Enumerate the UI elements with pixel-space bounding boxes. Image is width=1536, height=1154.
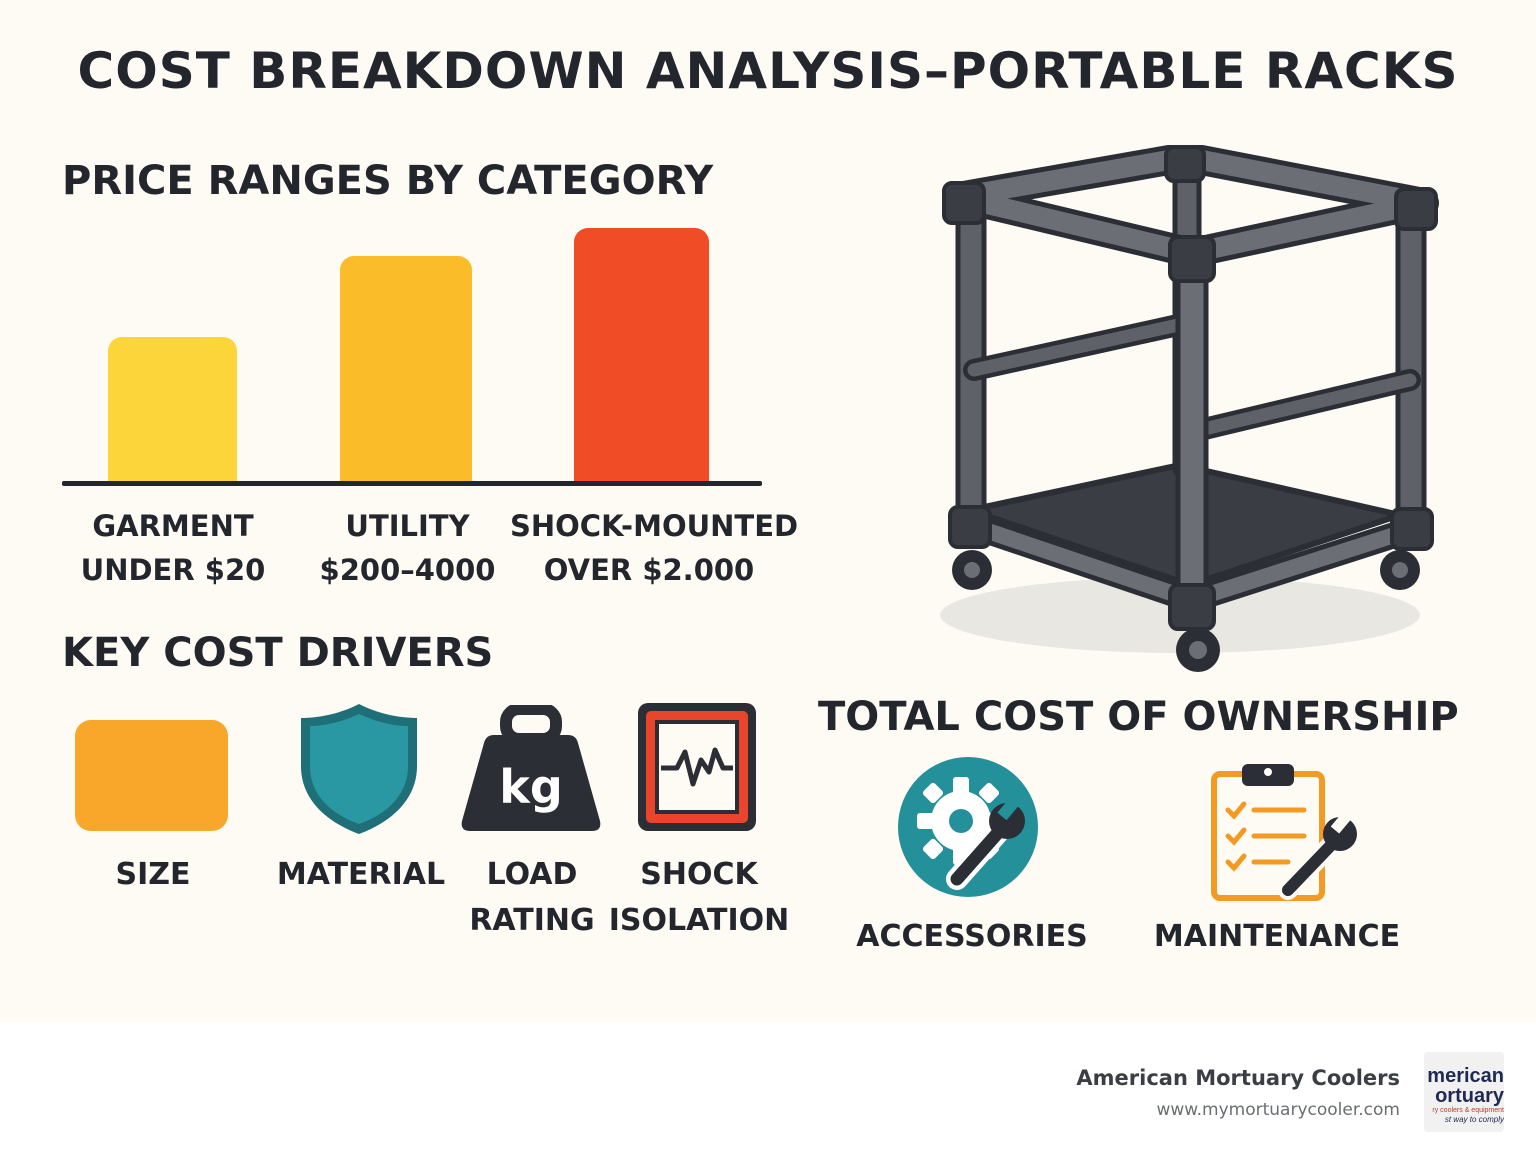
driver-name: MATERIAL	[276, 857, 446, 892]
driver-name: LOAD	[486, 857, 578, 892]
brand-url[interactable]: www.mymortuarycooler.com	[1156, 1100, 1400, 1120]
driver-name: SIZE	[115, 857, 191, 892]
logo-text-line1: merican	[1427, 1065, 1504, 1087]
logo-text-line3: ry coolers & equipment	[1432, 1107, 1504, 1114]
shock-monitor-icon	[638, 703, 756, 831]
category-name: SHOCK-MOUNTED	[510, 509, 799, 543]
bar-garment	[108, 337, 237, 482]
driver-name-2: ISOLATION	[608, 903, 790, 938]
portable-rack-icon	[940, 145, 1439, 672]
footer	[0, 1022, 1536, 1154]
clipboard-wrench-icon	[1211, 764, 1357, 901]
page-title: COST BREAKDOWN ANALYSIS–PORTABLE RACKS	[77, 42, 1459, 100]
category-label-garment: GARMENT UNDER $20	[68, 504, 278, 592]
driver-label-shock-isolation: SHOCK ISOLATION	[606, 852, 792, 944]
driver-name: SHOCK	[640, 857, 758, 892]
category-price: OVER $2.000	[543, 553, 755, 587]
chart-baseline	[62, 481, 762, 486]
gear-wrench-icon	[898, 757, 1038, 897]
category-price: UNDER $20	[80, 553, 266, 587]
price-ranges-heading: PRICE RANGES BY CATEGORY	[62, 158, 714, 204]
driver-label-material: MATERIAL	[268, 852, 454, 898]
shield-icon	[301, 704, 417, 834]
kg-weight-icon: kg	[461, 705, 601, 831]
tco-label-maintenance: MAINTENANCE	[1153, 919, 1401, 954]
driver-label-size: SIZE	[78, 852, 228, 898]
orange-rectangle-icon	[75, 720, 228, 831]
driver-label-load-rating: LOAD RATING	[462, 852, 602, 944]
tco-heading: TOTAL COST OF OWNERSHIP	[818, 694, 1459, 740]
brand-logo: merican ortuary ry coolers & equipment s…	[1424, 1052, 1504, 1132]
category-price: $200–4000	[319, 553, 496, 587]
kg-label: kg	[499, 760, 563, 814]
key-cost-drivers-heading: KEY COST DRIVERS	[62, 630, 494, 676]
category-name: GARMENT	[92, 509, 254, 543]
bar-shock-mounted	[574, 228, 709, 482]
brand-name: American Mortuary Coolers	[1076, 1066, 1400, 1090]
tco-label-accessories: ACCESSORIES	[856, 919, 1088, 954]
category-label-shock-mounted: SHOCK-MOUNTED OVER $2.000	[510, 504, 799, 592]
category-label-utility: UTILITY $200–4000	[300, 504, 515, 592]
driver-name-2: RATING	[469, 903, 595, 938]
category-name: UTILITY	[345, 509, 470, 543]
logo-text-line4: st way to comply	[1444, 1115, 1504, 1124]
logo-text-line2: ortuary	[1435, 1085, 1504, 1107]
bar-utility	[340, 256, 472, 482]
